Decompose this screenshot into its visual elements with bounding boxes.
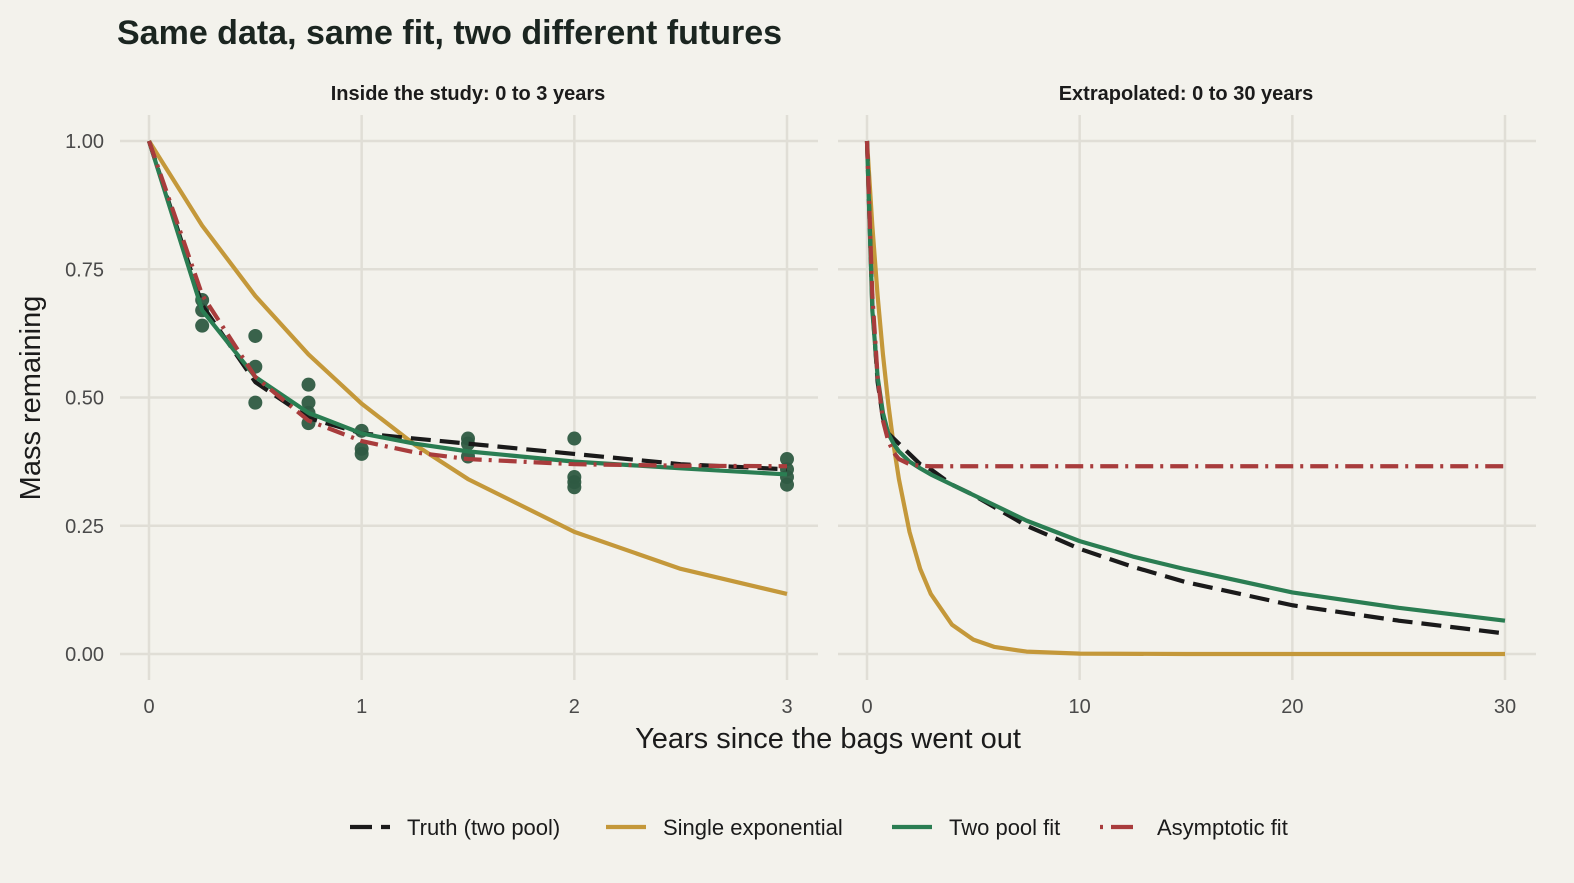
observation-point [461,436,475,451]
legend-item-single-exponential: Single exponential [606,815,843,840]
y-tick-label: 1.00 [65,131,104,153]
series-line-asymptotic-fit [864,140,1505,469]
x-tick-label: 30 [1494,696,1516,718]
observation-point [780,452,794,467]
observation-point [567,431,582,446]
x-tick-label: 3 [781,696,792,718]
panel-inside-study: Inside the study: 0 to 3 years 0.00 0.25 0… [65,83,818,718]
observation-point [301,395,316,410]
observation-point [248,395,263,410]
x-tick-label: 0 [143,696,154,718]
legend-label: Asymptotic fit [1157,815,1288,840]
legend-item-two-pool-fit: Two pool fit [892,815,1060,840]
observation-point [195,318,210,333]
series-line-single-exponential [864,140,1505,657]
x-tick-label: 0 [861,696,872,718]
y-tick-label: 0.75 [65,259,104,281]
observation-point [780,477,794,492]
legend-item-truth-two-pool: Truth (two pool) [350,815,560,840]
y-tick-label: 0.50 [65,388,104,410]
series-group [146,139,794,597]
chart-title: Same data, same fit, two different futur… [117,14,782,52]
legend-label: Truth (two pool) [407,815,560,840]
gridlines [838,115,1536,680]
observation-point [301,377,316,392]
observation-point [248,328,263,343]
y-tick-label: 0.00 [65,644,104,666]
series-line-two-pool-fit [146,140,788,477]
x-axis-title: Years since the bags went out [635,723,1021,755]
series-group [864,140,1506,657]
panel-title-extrapolated: Extrapolated: 0 to 30 years [1059,83,1314,105]
panel-title-inside-study: Inside the study: 0 to 3 years [331,83,606,105]
legend-label: Two pool fit [949,815,1060,840]
observation-point [567,480,582,495]
y-tick-label: 0.25 [65,516,104,538]
series-line-single-exponential [147,139,788,597]
observation-point [354,446,369,461]
series-line-two-pool-fit [864,140,1506,623]
x-tick-label: 2 [569,696,580,718]
y-axis-title: Mass remaining [15,296,47,501]
x-tick-label: 1 [356,696,367,718]
panel-extrapolated: Extrapolated: 0 to 30 years 0 10 20 30 [838,83,1536,718]
legend-item-asymptotic-fit: Asymptotic fit [1100,815,1288,840]
series-line-truth-two-pool [147,140,788,472]
legend: Truth (two pool) Single exponential Two po… [350,815,1288,840]
series-line-asymptotic-fit [147,140,788,469]
x-tick-label: 20 [1281,696,1303,718]
x-tick-label: 10 [1069,696,1091,718]
gridlines [120,115,818,680]
series-line-truth-two-pool [864,140,1506,636]
legend-label: Single exponential [663,815,843,840]
